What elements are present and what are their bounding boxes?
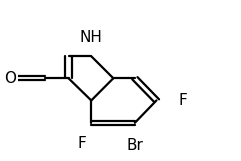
Text: NH: NH bbox=[80, 30, 103, 45]
Text: O: O bbox=[4, 71, 16, 86]
Text: F: F bbox=[178, 93, 187, 108]
Text: Br: Br bbox=[127, 138, 143, 153]
Text: F: F bbox=[78, 136, 87, 151]
